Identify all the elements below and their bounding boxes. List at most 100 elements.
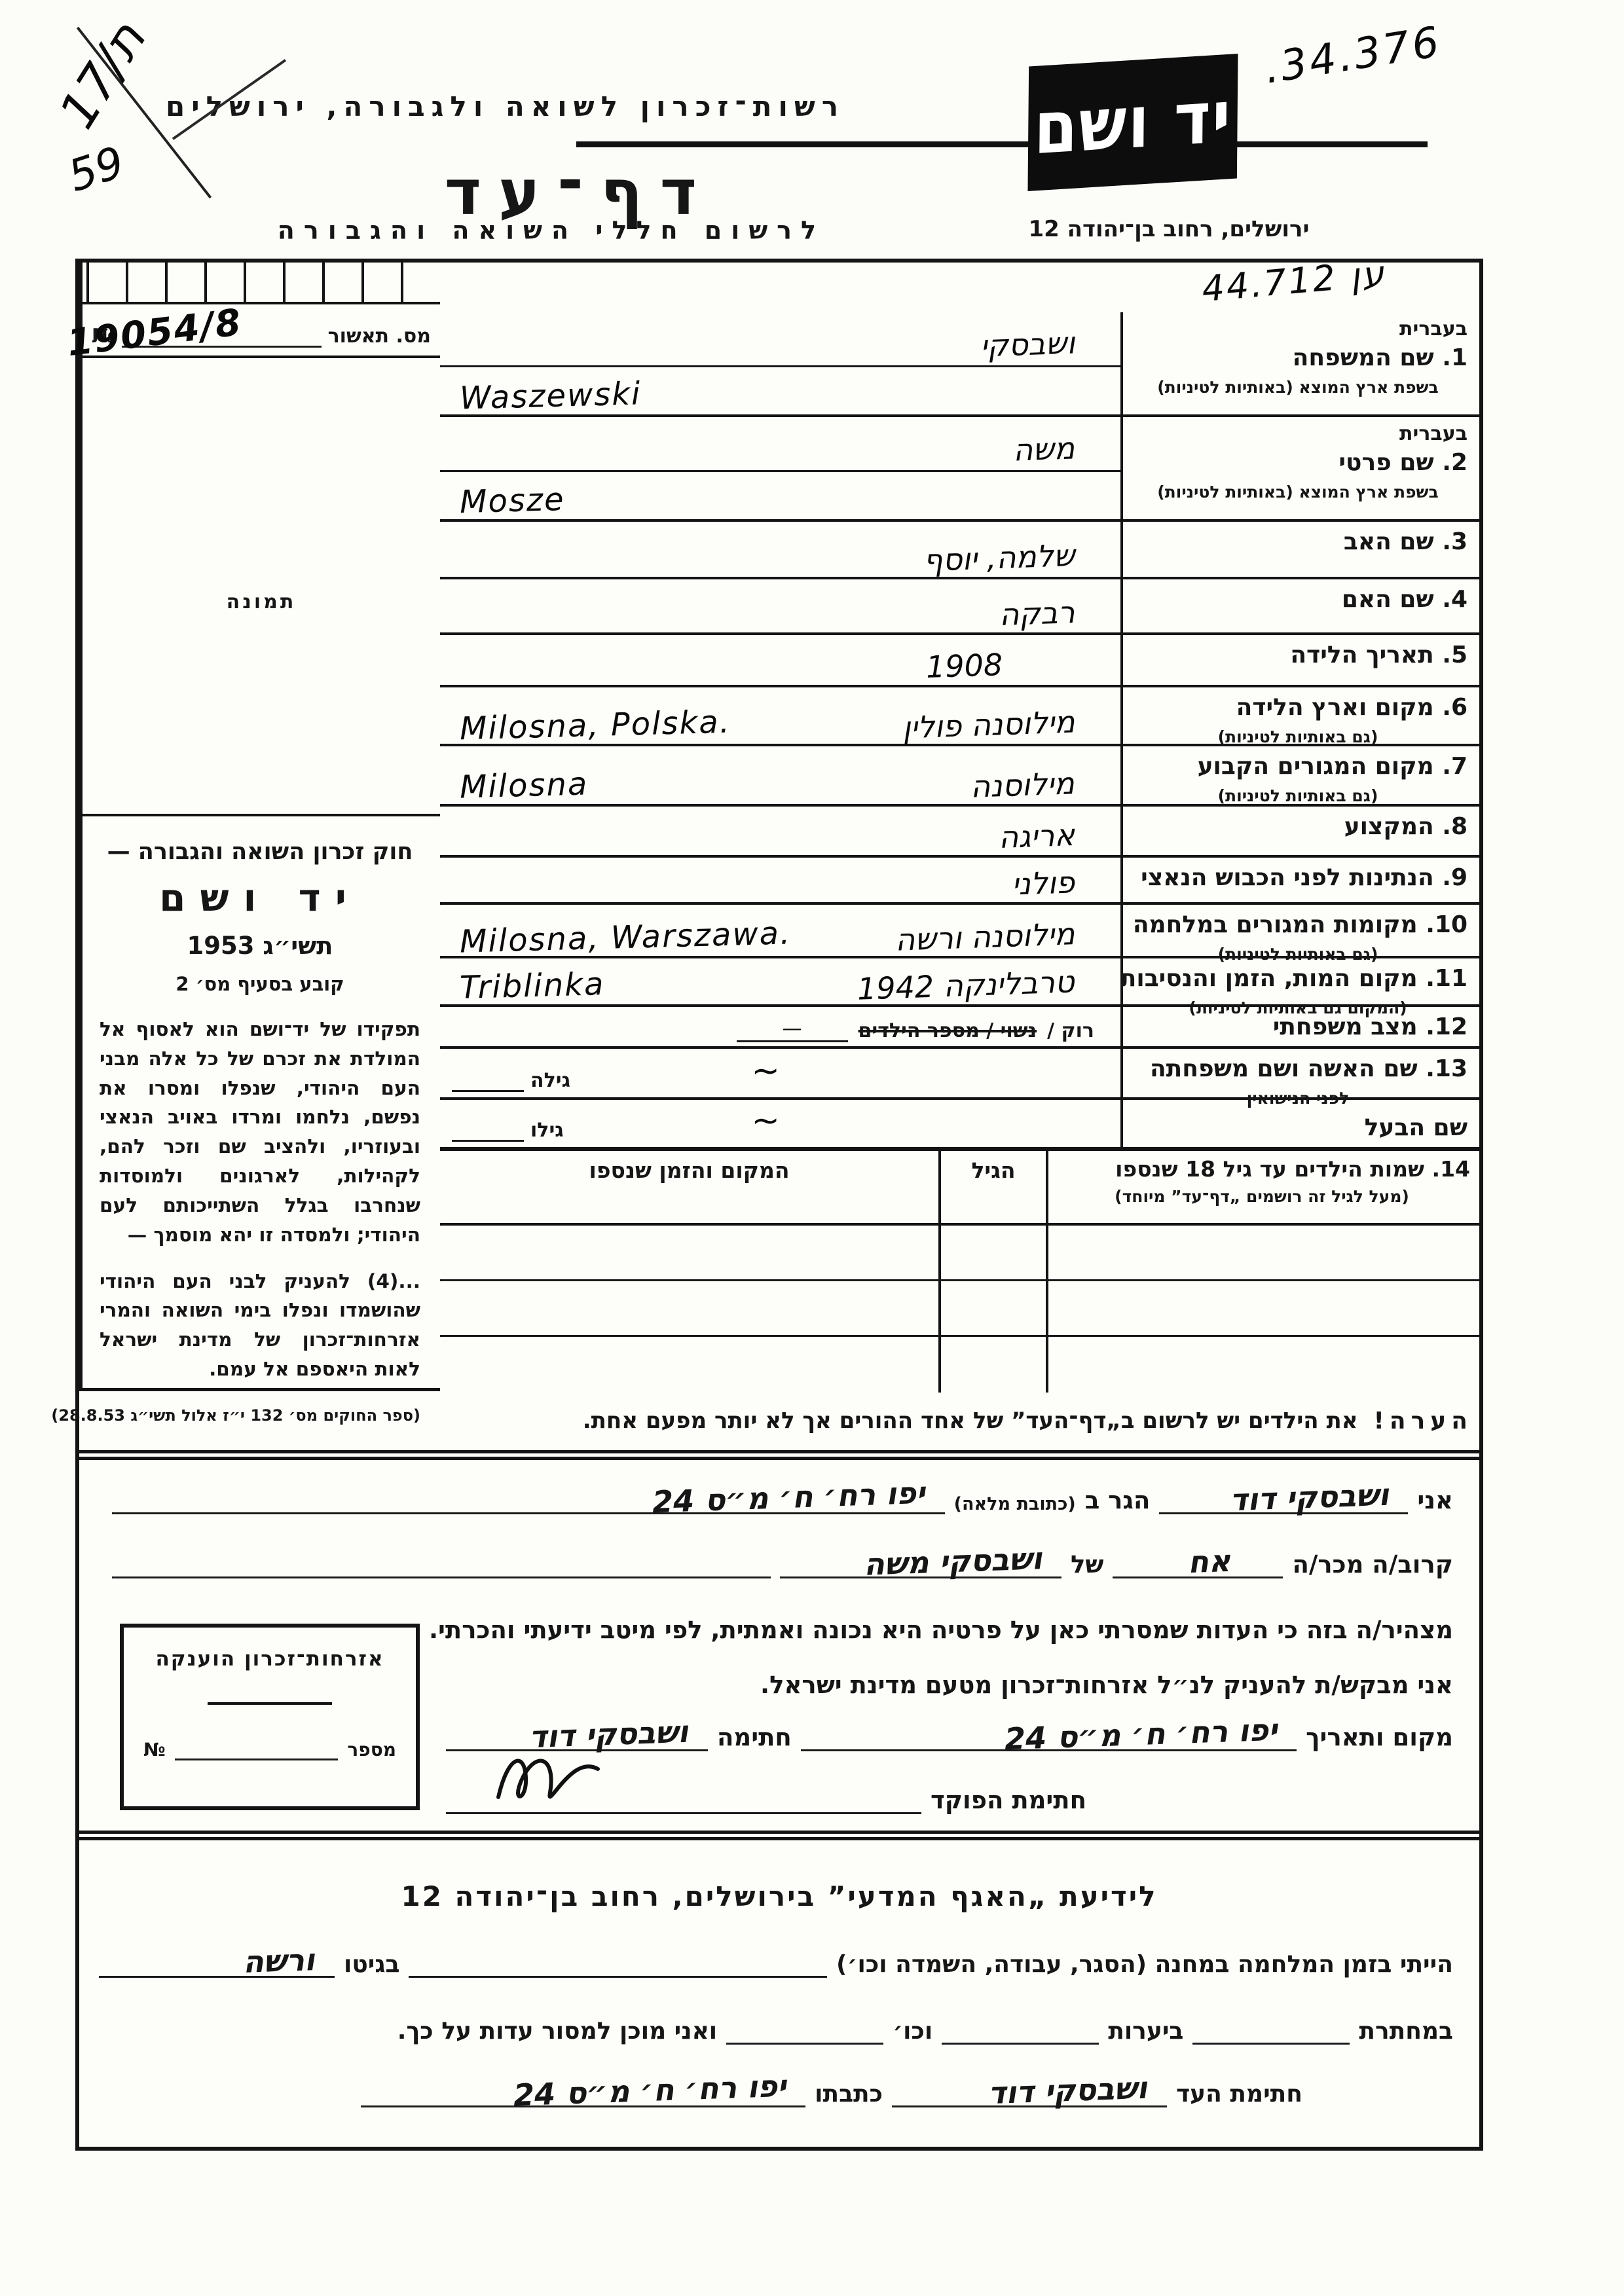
field-birth-date: 5. תאריך הלידה 1908 xyxy=(440,635,1479,687)
memorial-citizenship-box: אזרחות־זכרון הוענקה מספר № xyxy=(120,1624,420,1810)
citizenship-numero-symbol: № xyxy=(143,1739,166,1760)
handwritten-birth-place-latin: Milosna, Polska. xyxy=(459,703,731,748)
handwritten-wartime-places-latin: Milosna, Warszawa. xyxy=(459,915,792,960)
wife-age-line xyxy=(452,1080,524,1092)
field-label: 1. שם המשפחה xyxy=(1292,344,1467,371)
photo-box: תמונה xyxy=(83,358,440,816)
declarant-line: אני ושבסקי דוד הגר ב (כתובת מלאה) יפו רח… xyxy=(112,1475,1453,1520)
declarant-name-line: ושבסקי דוד xyxy=(1159,1477,1409,1518)
handwritten-birth-place-hebrew: מילוסנה פולין xyxy=(901,704,1075,746)
double-rule xyxy=(79,1450,1479,1460)
children-names-header: 14. שמות הילדים עד גיל 18 שנספו xyxy=(1115,1156,1470,1182)
field-residence: 7. מקום המגורים הקבוע (גם באותיות לטיניו… xyxy=(440,746,1479,807)
declaration-section: אני ושבסקי דוד הגר ב (כתובת מלאה) יפו רח… xyxy=(79,1460,1479,1831)
write-line xyxy=(440,470,1120,473)
handwritten-declarant-address: יפו רח׳ ח׳ מ״ס 24 xyxy=(652,1474,926,1520)
handwritten-certificate-number: 19054/8 xyxy=(65,301,245,365)
handwritten-witness-address: יפו רח׳ ח׳ מ״ס 24 xyxy=(512,2068,786,2113)
witness-signature-blank: ושבסקי דוד xyxy=(892,2070,1168,2111)
hebrew-tag: בעברית xyxy=(1399,318,1467,340)
handwritten-corner-mark-2: 59 xyxy=(62,136,130,202)
law-title-yad-vashem: יד ושם xyxy=(159,875,361,920)
handwritten-place-date: יפו רח׳ ח׳ מ״ס 24 xyxy=(1003,1711,1278,1757)
citizenship-number-label: מספר xyxy=(347,1739,396,1760)
field-husband-name: שם הבעל ~ גילו xyxy=(440,1100,1479,1147)
relation-line: קרוב/ה מכר/ה אח של ושבסקי משה xyxy=(112,1540,1453,1582)
handwritten-first-name-hebrew: משה xyxy=(1012,430,1075,469)
handwritten-birth-date: 1908 xyxy=(925,646,1003,685)
field-mother-name: 4. שם האם רבקה xyxy=(440,579,1479,635)
fields-area: בעברית 1. שם המשפחה בשפת ארץ המוצא (באות… xyxy=(440,263,1479,1393)
handwritten-ghetto: ורשה xyxy=(242,1942,316,1980)
field-sublabel: בשפת ארץ המוצא (באותיות לטיניות) xyxy=(1157,378,1439,397)
field-label: 2. שם פרטי xyxy=(1338,449,1467,476)
handwritten-residence-hebrew: מילוסנה xyxy=(970,765,1075,805)
handwritten-dash: — xyxy=(736,1017,848,1042)
field-family-name: בעברית 1. שם המשפחה בשפת ארץ המוצא (באות… xyxy=(440,312,1479,417)
handwritten-place-of-death-hebrew: טרבלינקה 1942 xyxy=(857,964,1075,1007)
wife-age-label: גילה xyxy=(530,1069,570,1092)
scientific-branch-section: לידיעת „האגף המדעי” בירושלים, רחוב בן־יה… xyxy=(79,1840,1479,2147)
handwritten-witness-signature: ושבסקי דוד xyxy=(987,2069,1148,2111)
children-table-row xyxy=(440,1226,1479,1281)
ghetto-line: ורשה xyxy=(99,1942,335,1980)
field-wartime-places: 10. מקומות המגורים במלחמה (גם באותיות לט… xyxy=(440,905,1479,964)
law-section: קובע בסעיף מס׳ 2 xyxy=(175,973,344,995)
place-date-line: יפו רח׳ ח׳ מ״ס 24 xyxy=(800,1712,1297,1757)
field-profession: 8. המקצוע אריגה xyxy=(440,807,1479,858)
scientific-branch-title: לידיעת „האגף המדעי” בירושלים, רחוב בן־יה… xyxy=(401,1880,1158,1912)
children-table-row xyxy=(440,1337,1479,1393)
handwritten-family-name-hebrew: ושבסקי xyxy=(979,325,1075,364)
underground-forests-line: במחתרת ביערות וכו׳ ואני מוכן למסור עדות … xyxy=(397,2018,1453,2045)
field-father-name: 3. שם האב שלמה, יוסף xyxy=(440,522,1479,579)
law-year: תשי״ג 1953 xyxy=(187,932,333,960)
camp-ghetto-line: הייתי בזמן המלחמה במחנה (הסגר, עבודה, הש… xyxy=(99,1942,1453,1980)
marital-options: רוק / xyxy=(1047,1019,1094,1042)
handwritten-wartime-places-hebrew: מילוסנה ורשה xyxy=(894,916,1075,958)
blank-line xyxy=(112,1552,771,1578)
tick-row xyxy=(83,263,440,304)
citizenship-request: אני מבקש/ת להעניק לנ״ל אזרחות־זכרון מטעם… xyxy=(760,1671,1453,1699)
header-rule xyxy=(576,141,1428,147)
field-marital-status: 12. מצב משפחתי רוק / נשוי / מספר הילדים … xyxy=(440,1007,1479,1049)
note-line: הערה! את הילדים יש לרשום ב„דף־העד” של אח… xyxy=(440,1391,1479,1450)
declaration-statement: מצהיר/ה בזה כי העדות שמסרתי כאן על פרטיה… xyxy=(428,1616,1453,1644)
photo-label: תמונה xyxy=(226,591,297,613)
handwritten-tilde: ~ xyxy=(751,1051,780,1091)
handwritten-family-name-latin: Waszewski xyxy=(459,375,642,417)
handwritten-profession: אריגה xyxy=(998,816,1075,856)
handwritten-tilde: ~ xyxy=(751,1101,780,1140)
handwritten-citizenship: פולני xyxy=(1010,864,1075,902)
yad-vashem-logo: יד ושם xyxy=(1027,54,1238,191)
handwritten-related-name: ושבסקי משה xyxy=(862,1540,1043,1582)
handwritten-declarant-name: ושבסקי דוד xyxy=(1228,1476,1390,1518)
law-text-block: חוק זכרון השואה והגבורה — יד ושם תשי״ג 1… xyxy=(51,816,440,1425)
double-rule-2 xyxy=(79,1831,1479,1840)
handwritten-father-name: שלמה, יוסף xyxy=(922,537,1075,579)
note-text: את הילדים יש לרשום ב„דף־העד” של אחד ההור… xyxy=(582,1408,1358,1434)
clerk-signature-scribble xyxy=(496,1758,600,1799)
age-column-header: הגיל xyxy=(938,1151,1048,1223)
related-name-line: ושבסקי משה xyxy=(780,1540,1061,1582)
law-paragraph: תפקידו של יד־ושם הוא לאסוף אל המולדת את … xyxy=(100,1018,420,1246)
witness-address-blank: יפו רח׳ ח׳ מ״ס 24 xyxy=(361,2068,806,2113)
form-subtitle: לרשום חללי השואה והגבורה xyxy=(277,216,825,245)
clerk-signature-blank xyxy=(446,1787,922,1814)
field-sublabel: בשפת ארץ המוצא (באותיות לטיניות) xyxy=(1157,483,1439,501)
declarant-address-line: יפו רח׳ ח׳ מ״ס 24 xyxy=(112,1475,945,1520)
handwritten-mother-name: רבקה xyxy=(998,594,1075,632)
handwritten-relation: אח xyxy=(1187,1542,1232,1580)
handwritten-corner-mark: ת/17 xyxy=(47,11,157,139)
field-birth-place: 6. מקום וארץ הלידה (גם באותיות לטיניות) … xyxy=(440,687,1479,748)
form-title: דף־עד xyxy=(444,156,714,229)
law-clause-4: ‏...(4) להעניק לבני העם היהודי שהושמדו ו… xyxy=(100,1269,420,1381)
law-title: חוק זכרון השואה והגבורה — xyxy=(107,839,413,865)
children-table: 14. שמות הילדים עד גיל 18 שנספו (מעל לגי… xyxy=(440,1147,1479,1393)
note-tag: הערה! xyxy=(1373,1407,1473,1434)
field-wife-name: 13. שם האשה ושם משפחתה לפני הנישואין ~ ג… xyxy=(440,1049,1479,1108)
citizenship-box-title: אזרחות־זכרון הוענקה xyxy=(155,1647,384,1671)
relation-line-blank: אח xyxy=(1113,1543,1283,1580)
citizenship-number-line xyxy=(174,1744,339,1760)
authority-name: רשות־זכרון לשואה ולגבורה, ירושלים xyxy=(165,90,845,122)
